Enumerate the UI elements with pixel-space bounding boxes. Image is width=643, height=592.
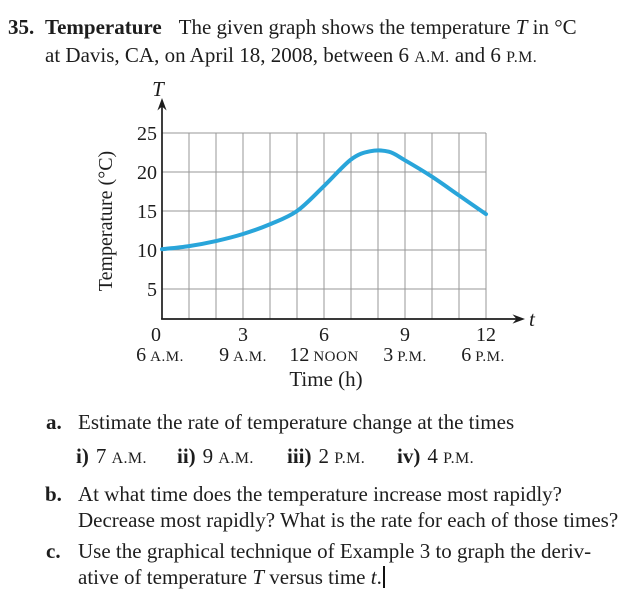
problem-title-line1: Temperature The given graph shows the tem… bbox=[45, 14, 577, 40]
item-i-ampm: A.M. bbox=[111, 450, 147, 467]
y-tick-label: 5 bbox=[147, 279, 157, 301]
part-a-item-i: i) 7 A.M. bbox=[76, 443, 147, 472]
item-i-label: i) bbox=[76, 444, 89, 468]
y-tick-label: 10 bbox=[137, 240, 157, 262]
part-a-text: Estimate the rate of temperature change … bbox=[78, 410, 515, 434]
problem-number: 35. bbox=[8, 15, 35, 39]
pm-abbrev: P.M. bbox=[506, 49, 538, 66]
item-iv-ampm: P.M. bbox=[443, 450, 475, 467]
text-caret bbox=[382, 566, 385, 588]
part-a-label: a. bbox=[46, 410, 62, 434]
x-tick-time-label: 12 NOON bbox=[289, 344, 358, 366]
x-axis-arrowhead bbox=[512, 314, 525, 324]
problem-keyword: Temperature bbox=[45, 15, 162, 39]
intro-text-2: in °C bbox=[527, 15, 577, 39]
y-axis-symbol: T bbox=[152, 77, 165, 101]
item-ii-num: 9 bbox=[202, 444, 219, 468]
part-a-item-iii: iii) 2 P.M. bbox=[287, 443, 365, 472]
part-c-text-1: ative of temperature bbox=[78, 565, 253, 589]
x-tick-time-label: 3 P.M. bbox=[383, 344, 427, 366]
part-c-text-3: . bbox=[376, 565, 382, 589]
x-tick-label: 3 bbox=[238, 324, 248, 346]
part-b-line2: Decrease most rapidly? What is the rate … bbox=[78, 508, 619, 532]
part-c-line1: Use the graphical technique of Example 3… bbox=[78, 539, 592, 563]
x-axis-symbol: t bbox=[529, 307, 536, 331]
var-t: t bbox=[370, 565, 377, 589]
x-tick-time-label: 6 A.M. bbox=[136, 344, 184, 366]
x-tick-time-label: 9 A.M. bbox=[219, 344, 267, 366]
y-axis-arrowhead bbox=[157, 98, 167, 111]
part-b-line1: At what time does the temperature increa… bbox=[78, 482, 562, 506]
item-ii-ampm: A.M. bbox=[218, 450, 254, 467]
x-axis-title: Time (h) bbox=[289, 367, 362, 391]
problem-title-line2: at Davis, CA, on April 18, 2008, between… bbox=[45, 42, 537, 71]
item-iii-label: iii) bbox=[287, 444, 312, 468]
part-c-label: c. bbox=[46, 539, 61, 563]
item-iii-ampm: P.M. bbox=[334, 450, 366, 467]
intro-text-3: at Davis, CA, on April 18, 2008, between… bbox=[45, 43, 415, 67]
temperature-variable: T bbox=[515, 15, 528, 39]
x-tick-time-label: 6 P.M. bbox=[461, 344, 505, 366]
x-tick-label: 9 bbox=[400, 324, 410, 346]
x-tick-label: 6 bbox=[319, 324, 329, 346]
y-tick-label: 15 bbox=[137, 201, 157, 223]
y-tick-label: 25 bbox=[137, 123, 157, 145]
item-ii-label: ii) bbox=[177, 444, 196, 468]
part-a-item-ii: ii) 9 A.M. bbox=[177, 443, 254, 472]
intro-text-1: The given graph shows the temperature bbox=[178, 15, 516, 39]
y-tick-label: 20 bbox=[137, 162, 157, 184]
part-b-label: b. bbox=[45, 482, 62, 506]
item-iv-label: iv) bbox=[397, 444, 421, 468]
part-c-text-2: versus time bbox=[264, 565, 371, 589]
y-axis-title: Temperature (°C) bbox=[95, 151, 117, 291]
var-T: T bbox=[252, 565, 265, 589]
item-i-num: 7 bbox=[95, 444, 112, 468]
part-c-line2: ative of temperature T versus time t. bbox=[78, 564, 385, 590]
intro-text-4: and 6 bbox=[449, 43, 507, 67]
am-abbrev: A.M. bbox=[414, 49, 450, 66]
temperature-curve bbox=[160, 148, 488, 252]
x-tick-label: 0 bbox=[151, 324, 161, 346]
part-a-item-iv: iv) 4 P.M. bbox=[397, 443, 474, 472]
item-iv-num: 4 bbox=[427, 444, 444, 468]
x-tick-label: 12 bbox=[476, 324, 496, 346]
item-iii-num: 2 bbox=[318, 444, 335, 468]
